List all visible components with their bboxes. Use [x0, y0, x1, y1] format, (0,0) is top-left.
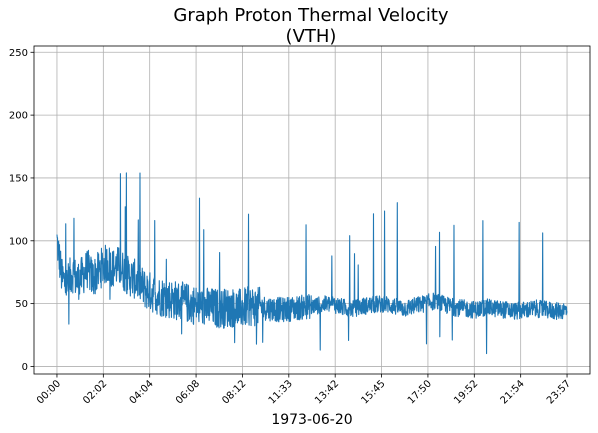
plot-frame: [33, 45, 591, 375]
series-layer: [56, 172, 568, 355]
x-tick-label: 19:52: [452, 378, 480, 406]
x-tick-label: 04:04: [128, 378, 156, 406]
y-tick-label: 200: [9, 111, 28, 122]
y-tick-label: 0: [22, 362, 28, 373]
x-tick-label: 15:45: [360, 378, 388, 406]
x-tick-label: 08:12: [220, 378, 248, 406]
x-tick-label: 02:02: [81, 378, 109, 406]
grid: [34, 46, 590, 374]
x-axis-label: 1973-06-20: [271, 412, 352, 428]
x-tick-label: 13:42: [313, 378, 341, 406]
y-axis: 0 50 100 150 200 250: [9, 48, 34, 373]
y-tick-label: 100: [9, 236, 28, 247]
x-tick-label: 11:33: [267, 378, 295, 406]
x-tick-label: 17:50: [406, 378, 434, 406]
chart-title-line-2: (VTH): [286, 26, 337, 47]
x-tick-label: 00:00: [35, 378, 63, 406]
x-tick-label: 23:57: [545, 378, 573, 406]
series-line: [56, 172, 568, 355]
x-tick-label: 21:54: [499, 378, 527, 406]
y-tick-label: 50: [15, 299, 28, 310]
y-tick-label: 150: [9, 173, 28, 184]
y-tick-label: 250: [9, 48, 28, 59]
x-axis: 00:00 02:02 04:04 06:08 08:12 11:33 13:42 15:45…: [35, 374, 573, 407]
x-tick-label: 06:08: [174, 378, 202, 406]
chart-title-line-1: Graph Proton Thermal Velocity: [173, 5, 448, 26]
